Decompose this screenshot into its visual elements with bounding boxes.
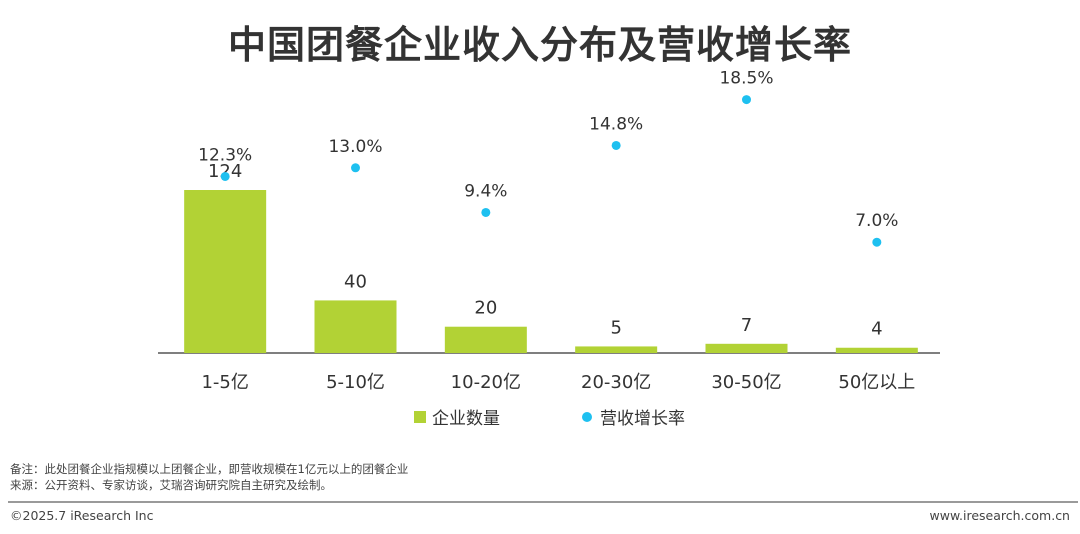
footer-copyright: ©2025.7 iResearch Inc (10, 508, 154, 523)
growth-dot-1 (351, 163, 360, 173)
growth-dot-0 (220, 171, 230, 181)
x-tick-label-1: 5-10亿 (326, 372, 385, 393)
note-remark: 备注：此处团餐企业指规模以上团餐企业，即营收规模在1亿元以上的团餐企业 (10, 462, 409, 476)
bar-2 (444, 326, 527, 353)
x-tick-label-0: 1-5亿 (201, 372, 248, 393)
growth-dot-5 (872, 237, 882, 247)
bar-label-1: 40 (344, 271, 367, 292)
bar-3 (575, 346, 658, 353)
x-tick-label-3: 20-30亿 (581, 372, 651, 393)
note-source: 来源：公开资料、专家访谈，艾瑞咨询研究院自主研究及绘制。 (10, 478, 332, 492)
growth-dot-4 (742, 95, 751, 105)
bar-label-5: 4 (871, 319, 882, 340)
growth-label-2: 9.4% (464, 181, 507, 201)
footer-divider (8, 501, 1078, 503)
chart-title: 中国团餐企业收入分布及营收增长率 (227, 23, 852, 67)
legend-label-bar: 企业数量 (432, 409, 500, 429)
bar-label-3: 5 (610, 317, 621, 338)
growth-label-0: 12.3% (198, 145, 252, 165)
bar-1 (314, 300, 397, 353)
bar-label-4: 7 (741, 315, 752, 336)
bar-label-2: 20 (474, 298, 497, 319)
legend-swatch-bar (414, 410, 426, 423)
growth-label-5: 7.0% (855, 211, 898, 231)
bar-5 (835, 347, 918, 353)
growth-label-1: 13.0% (328, 137, 382, 157)
bar-0 (184, 190, 267, 353)
bar-4 (705, 343, 788, 353)
growth-label-3: 14.8% (589, 114, 643, 134)
x-tick-label-5: 50亿以上 (838, 372, 915, 393)
legend: 企业数量 营收增长率 (0, 404, 1080, 432)
bar-label-0: 124 (208, 161, 242, 182)
legend-item-dot: 营收增长率 (582, 404, 685, 429)
footer-website: www.iresearch.com.cn (929, 508, 1071, 523)
legend-swatch-dot (582, 411, 592, 422)
growth-label-4: 18.5% (719, 69, 773, 89)
legend-item-bar: 企业数量 (414, 404, 500, 429)
growth-dot-2 (481, 207, 491, 217)
x-tick-label-4: 30-50亿 (711, 372, 781, 393)
x-tick-label-2: 10-20亿 (451, 372, 521, 393)
growth-dot-3 (611, 140, 621, 150)
legend-label-dot: 营收增长率 (600, 409, 685, 429)
